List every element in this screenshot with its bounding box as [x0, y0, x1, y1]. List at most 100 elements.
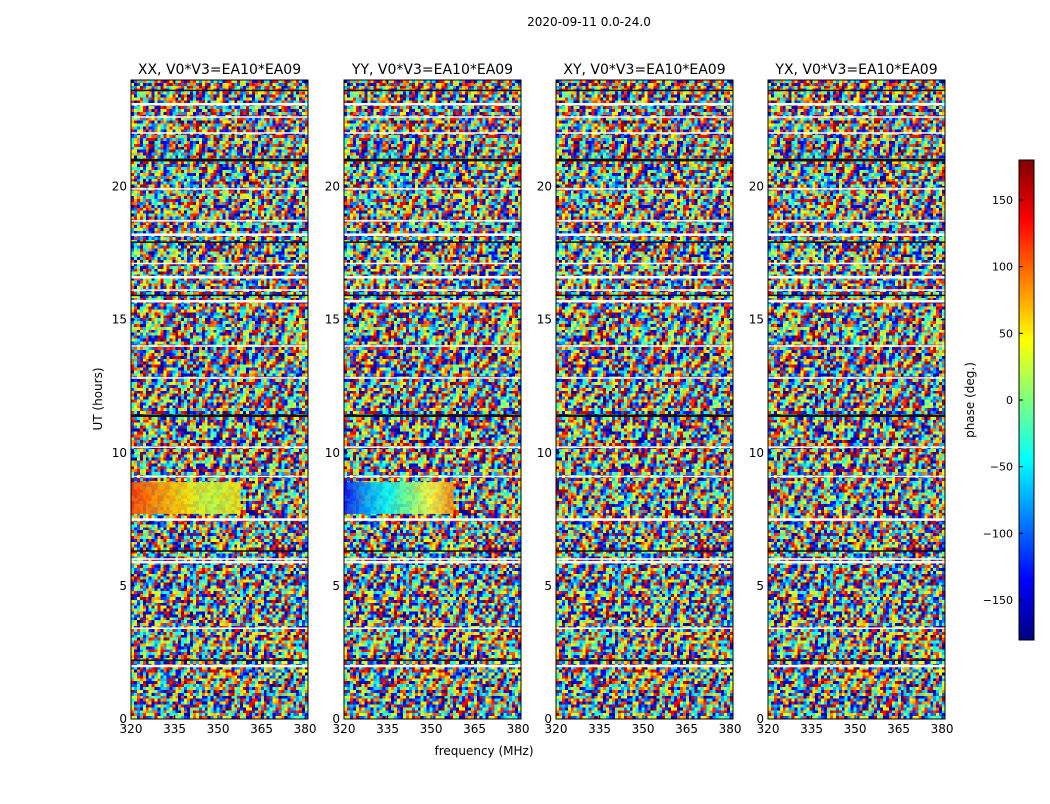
- colorbar-tick-label: −100: [983, 527, 1013, 540]
- flagged-row: [556, 158, 733, 162]
- flagged-row: [768, 158, 945, 162]
- x-tick-label: 365: [463, 722, 486, 736]
- flagged-row: [344, 289, 521, 291]
- panel-4: YX, V0*V3=EA10*EA09 320 335 350 365 380 0 5 10 15…: [749, 62, 954, 736]
- y-tick-label: 0: [756, 712, 764, 726]
- x-tick-label: 350: [207, 722, 230, 736]
- flagged-row: [768, 233, 945, 236]
- colorbar-tick-label: 0: [1006, 394, 1013, 407]
- flagged-row: [344, 558, 521, 560]
- panels-group: XX, V0*V3=EA10*EA09 320 335 350 365 380 0 5 10 15…: [112, 62, 954, 736]
- flagged-row: [131, 233, 308, 236]
- flagged-row: [131, 262, 308, 265]
- flagged-row: [556, 414, 733, 417]
- flagged-row: [556, 345, 733, 347]
- flagged-row: [131, 446, 308, 448]
- flagged-row: [344, 659, 521, 661]
- figure-suptitle: 2020-09-11 0.0-24.0: [527, 15, 651, 29]
- flagged-row: [768, 132, 945, 134]
- panel-3: XY, V0*V3=EA10*EA09 320 335 350 365 380 0 5 10 15…: [537, 62, 742, 736]
- flagged-row: [131, 659, 308, 661]
- flagged-row: [556, 560, 733, 564]
- flagged-row: [344, 233, 521, 236]
- flagged-row: [131, 550, 308, 552]
- flagged-row: [344, 518, 521, 521]
- x-tick-label: 350: [632, 722, 655, 736]
- colorbar-tick-label: −150: [983, 594, 1013, 607]
- flagged-row: [768, 102, 945, 106]
- panel-title: YX, V0*V3=EA10*EA09: [774, 62, 937, 78]
- colorbar-tick-label: −50: [990, 461, 1013, 474]
- flagged-row: [768, 446, 945, 448]
- flagged-row: [131, 132, 308, 134]
- flagged-row: [768, 289, 945, 291]
- y-tick-label: 20: [325, 180, 340, 194]
- x-tick-label: 350: [420, 722, 443, 736]
- x-tick-label: 380: [507, 722, 530, 736]
- flagged-row: [556, 664, 733, 668]
- phase-noise-image: [131, 80, 308, 719]
- flagged-row: [768, 116, 945, 118]
- flagged-row: [131, 276, 308, 279]
- flagged-row: [768, 659, 945, 661]
- flagged-row: [344, 158, 521, 162]
- flagged-row: [344, 664, 521, 668]
- flagged-row: [344, 550, 521, 552]
- y-axis-label: UT (hours): [91, 367, 105, 430]
- colorbar-tick-label: 150: [992, 194, 1013, 207]
- heatmap-cells: [556, 80, 733, 719]
- x-tick-label: 365: [675, 722, 698, 736]
- flagged-row: [556, 518, 733, 521]
- flagged-row: [768, 558, 945, 560]
- flagged-row: [344, 102, 521, 106]
- y-tick-label: 20: [537, 180, 552, 194]
- panel-title: XX, V0*V3=EA10*EA09: [138, 62, 301, 78]
- flagged-row: [344, 299, 521, 303]
- phase-noise-image: [556, 80, 733, 719]
- flagged-row: [344, 446, 521, 448]
- flagged-row: [344, 294, 521, 297]
- flagged-row: [131, 294, 308, 297]
- flagged-row: [344, 220, 521, 222]
- flagged-row: [344, 377, 521, 379]
- flagged-row: [556, 276, 733, 279]
- flagged-row: [556, 289, 733, 291]
- x-tick-label: 320: [545, 722, 568, 736]
- heatmap-cells: [768, 80, 945, 719]
- coherent-band: [131, 482, 241, 514]
- flagged-row: [556, 102, 733, 106]
- flagged-row: [768, 241, 945, 243]
- flagged-row: [131, 116, 308, 118]
- flagged-row: [768, 550, 945, 552]
- flagged-row: [344, 132, 521, 134]
- flagged-row: [768, 294, 945, 297]
- x-tick-label: 365: [887, 722, 910, 736]
- heatmap-cells: [344, 80, 521, 719]
- y-tick-label: 5: [119, 579, 127, 593]
- flagged-row: [131, 664, 308, 668]
- flagged-row: [131, 188, 308, 190]
- flagged-row: [131, 158, 308, 162]
- flagged-row: [556, 475, 733, 478]
- flagged-row: [556, 220, 733, 222]
- flagged-row: [131, 299, 308, 303]
- flagged-row: [556, 550, 733, 552]
- phase-noise-image: [344, 80, 521, 719]
- flagged-row: [768, 299, 945, 303]
- y-tick-label: 10: [325, 446, 340, 460]
- panel-2: YY, V0*V3=EA10*EA09 320 335 350 365 380 0 5 10 15…: [325, 62, 530, 736]
- flagged-row: [556, 558, 733, 560]
- panel-frame: [767, 79, 946, 720]
- x-tick-label: 380: [931, 722, 954, 736]
- flagged-row: [344, 116, 521, 118]
- y-tick-label: 15: [112, 313, 127, 327]
- flagged-row: [768, 518, 945, 521]
- y-tick-label: 0: [544, 712, 552, 726]
- flagged-row: [131, 377, 308, 379]
- flagged-row: [556, 294, 733, 297]
- panel-frame: [555, 79, 734, 720]
- y-tick-label: 10: [749, 446, 764, 460]
- flagged-row: [344, 262, 521, 265]
- y-tick-label: 20: [112, 180, 127, 194]
